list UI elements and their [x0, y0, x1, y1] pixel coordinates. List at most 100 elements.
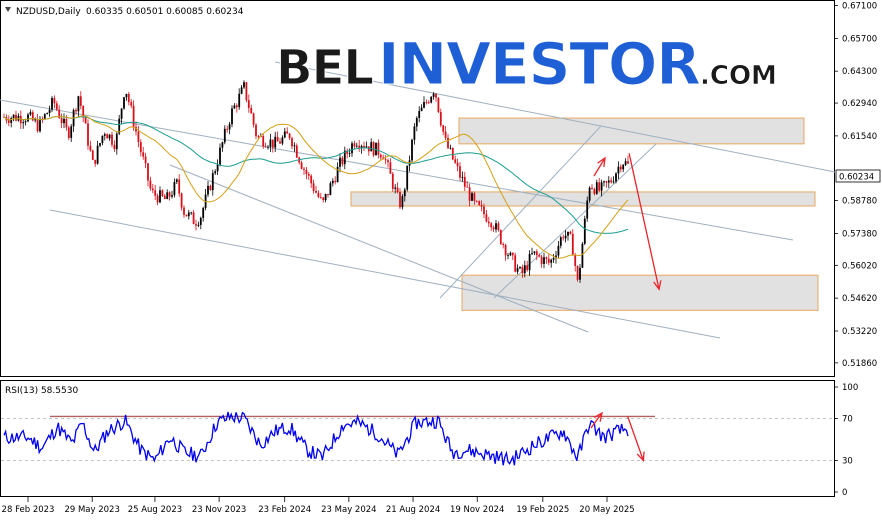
candle-body	[595, 182, 598, 194]
candle-body	[137, 131, 140, 143]
candle-body	[406, 165, 409, 190]
candle-body	[271, 139, 274, 148]
candle-body	[485, 214, 488, 222]
candle-body	[528, 254, 531, 271]
candle-body	[478, 201, 481, 206]
candle-body	[439, 112, 442, 126]
candle-body	[346, 150, 349, 154]
candle-body	[286, 131, 289, 134]
y-tick-label: 0.61540	[842, 132, 877, 142]
candle-body	[67, 127, 70, 138]
candle-body	[351, 143, 353, 154]
candle-body	[574, 254, 577, 266]
candle-body	[281, 137, 284, 144]
candle-body	[48, 109, 51, 113]
candle-body	[274, 136, 277, 148]
candle-body	[547, 258, 550, 263]
candle-body	[171, 195, 173, 197]
candle-body	[36, 119, 39, 132]
candle-body	[619, 166, 622, 170]
candle-body	[223, 128, 226, 143]
candle-body	[10, 118, 13, 123]
candle-body	[250, 107, 253, 114]
candle-body	[115, 133, 118, 150]
candle-body	[293, 145, 296, 147]
candle-body	[437, 97, 440, 113]
candle-body	[211, 173, 214, 191]
candle-body	[427, 102, 430, 104]
trendline-down	[169, 164, 589, 333]
candle-body	[199, 217, 202, 225]
candle-body	[552, 258, 555, 260]
candle-body	[557, 245, 560, 256]
candle-body	[413, 126, 416, 140]
candle-body	[89, 145, 92, 151]
candle-body	[22, 122, 25, 124]
candle-body	[533, 251, 536, 254]
candle-body	[480, 205, 483, 207]
ma-fast-line	[3, 115, 629, 259]
candle-body	[571, 233, 574, 255]
candle-body	[511, 252, 514, 256]
candle-body	[610, 180, 613, 183]
candle-body	[598, 182, 601, 191]
arrows-layer	[590, 153, 662, 463]
candle-body	[331, 180, 334, 184]
candle-body	[425, 102, 428, 103]
resistance-zone	[458, 117, 805, 145]
candle-body	[451, 147, 454, 160]
candle-body	[183, 207, 185, 215]
candle-body	[401, 196, 404, 208]
candle-body	[521, 267, 524, 274]
candle-body	[540, 256, 543, 264]
chart-ohlc: 0.60335 0.60501 0.60085 0.60234	[86, 7, 244, 17]
candle-body	[329, 183, 332, 196]
candle-body	[497, 223, 500, 231]
candle-body	[70, 126, 73, 138]
candle-body	[300, 162, 303, 169]
candle-body	[622, 164, 625, 170]
candle-body	[207, 185, 209, 195]
candle-body	[523, 265, 526, 274]
candle-body	[317, 192, 320, 197]
candle-body	[123, 97, 125, 109]
candle-body	[58, 109, 61, 119]
header-arrow-icon	[5, 7, 11, 12]
trendline-mid	[0, 99, 794, 241]
candle-body	[101, 135, 104, 144]
candle-body	[125, 93, 128, 98]
rsi-up-arrow-shaft	[590, 412, 603, 429]
candle-body	[312, 183, 315, 191]
candle-body	[31, 112, 34, 121]
candle-body	[415, 117, 418, 127]
candle-body	[99, 143, 101, 146]
candle-body	[283, 131, 286, 138]
candle-body	[192, 212, 195, 225]
y-tick-label: 0.51860	[842, 359, 877, 369]
candle-body	[149, 180, 152, 189]
candle-body	[173, 182, 176, 196]
candle-body	[53, 97, 56, 104]
candle-body	[377, 142, 380, 155]
candle-body	[166, 192, 169, 200]
candle-body	[360, 145, 363, 149]
candle-body	[370, 142, 373, 152]
x-tick-label: 19 Feb 2025	[516, 505, 569, 515]
logo-bel: BEL	[276, 40, 373, 96]
candle-body	[209, 185, 212, 191]
candle-body	[238, 93, 241, 108]
candle-body	[161, 190, 164, 196]
channel-line-2	[493, 143, 657, 299]
x-tick-label: 20 May 2025	[579, 505, 634, 515]
candle-body	[216, 164, 219, 172]
x-tick-label: 21 Aug 2024	[386, 505, 440, 515]
candle-body	[127, 93, 130, 103]
candle-body	[526, 265, 529, 271]
candle-body	[46, 112, 49, 115]
candle-body	[535, 251, 538, 256]
candle-body	[567, 231, 569, 236]
candle-body	[358, 145, 361, 149]
candle-body	[418, 111, 421, 118]
candle-body	[334, 180, 337, 183]
y-tick-label: 0.64300	[842, 67, 877, 77]
